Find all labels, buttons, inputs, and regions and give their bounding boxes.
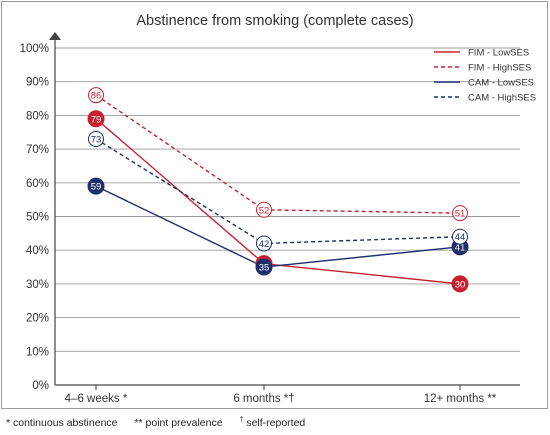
data-point [88,130,104,147]
x-tick-label: 6 months *† [233,393,294,405]
y-tick-label: 40% [26,245,49,257]
data-point [88,87,104,104]
data-label: 30 [455,279,466,290]
y-tick-label: 50% [26,212,49,224]
y-tick-label: 100% [20,43,49,55]
data-point [256,201,272,218]
data-point [87,177,105,195]
footnote-self-reported: † self-reported [239,416,306,429]
chart-title: Abstinence from smoking (complete cases) [136,13,414,29]
y-tick-label: 60% [26,178,49,190]
data-point [256,235,272,252]
legend-label: FIM - HighSES [468,63,531,74]
data-label: 44 [455,232,466,243]
y-tick-label: 80% [26,110,49,122]
x-tick-label: 4–6 weeks * [65,393,128,405]
series-line [95,118,461,285]
y-tick-label: 0% [32,380,49,392]
data-point [87,110,105,128]
chart-frame [1,1,548,409]
y-tick-label: 10% [26,346,49,358]
x-tick-label: 12+ months ** [424,393,497,405]
y-tick-label: 90% [26,77,49,89]
line-chart: 0% 10% 20% 30% 40% 50% 60% 70% 80% 90% 100% 4–6 wee… [20,32,536,405]
y-tick-label: 70% [26,144,49,156]
y-axis-arrow [49,32,61,40]
footnotes: * continuous abstinence ** point prevale… [6,416,319,429]
data-label: 52 [259,205,270,216]
data-label: 59 [91,182,102,193]
series-line [95,185,461,268]
footnote-point: ** point prevalence [134,416,223,429]
data-label: 42 [259,239,270,250]
y-tick-label: 20% [26,313,49,325]
series-line [95,138,461,245]
footnote-self-reported-text: self-reported [243,416,306,429]
data-label: 51 [455,209,466,220]
series-line [95,94,461,214]
legend-label: FIM - LowSES [468,48,529,59]
y-tick-label: 30% [26,279,49,291]
data-point [452,205,468,222]
data-label: 35 [259,263,270,274]
data-point [255,258,273,276]
legend-label: CAM - LowSES [468,78,534,89]
data-point [452,228,468,245]
legend-label: CAM - HighSES [468,93,536,104]
data-label: 73 [91,134,102,145]
data-label: 41 [455,242,466,253]
data-label: 86 [91,91,102,102]
dagger-symbol: † [239,416,244,423]
data-point [451,275,469,293]
footnote-continuous: * continuous abstinence [6,416,118,429]
data-label: 79 [91,114,102,125]
